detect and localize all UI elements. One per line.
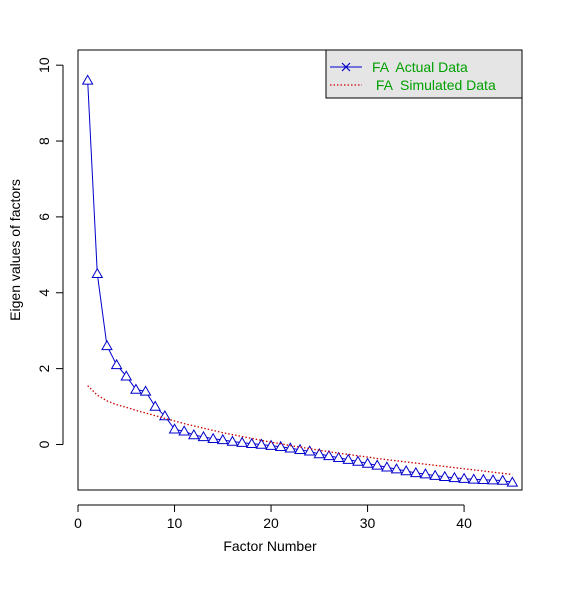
- data-point: [187, 428, 200, 440]
- data-point: [342, 453, 355, 464]
- data-point: [323, 449, 335, 461]
- data-point: [130, 383, 142, 394]
- data-point: [197, 430, 210, 442]
- data-point: [236, 436, 248, 447]
- data-point: [438, 470, 451, 481]
- data-point: [284, 442, 297, 453]
- legend-actual-cross-icon: [341, 62, 351, 72]
- x-tick-label: 40: [456, 515, 472, 531]
- data-point: [168, 423, 181, 434]
- data-point: [352, 455, 364, 466]
- x-axis-title: Factor Number: [223, 538, 317, 554]
- data-point: [332, 451, 345, 463]
- data-point: [429, 469, 441, 480]
- data-point: [216, 433, 229, 445]
- y-tick-label: 10: [36, 57, 52, 73]
- data-point: [149, 400, 162, 411]
- data-point: [371, 459, 384, 470]
- data-point: [159, 410, 171, 421]
- data-point: [477, 473, 490, 485]
- data-point: [313, 447, 326, 459]
- series-line: [87, 80, 513, 483]
- data-point: [139, 385, 152, 396]
- data-point: [487, 474, 499, 485]
- data-point: [458, 472, 470, 483]
- data-point: [448, 471, 461, 483]
- x-axis: 0 10 20 30 40: [74, 504, 472, 531]
- x-tick-label: 20: [263, 515, 279, 531]
- legend-box: [325, 49, 523, 99]
- plot-frame: [77, 49, 523, 491]
- data-point: [467, 473, 480, 484]
- data-point: [255, 438, 268, 449]
- data-point: [265, 439, 277, 450]
- data-point: [81, 74, 94, 85]
- series-layer: [81, 74, 519, 487]
- legend-actual-label: FA Actual Data: [372, 59, 468, 75]
- y-axis-title: Eigen values of factors: [7, 179, 23, 321]
- data-point: [294, 443, 306, 455]
- y-tick-label: 2: [36, 365, 52, 373]
- y-axis: 0 2 4 6 8 10: [36, 57, 64, 448]
- x-tick-label: 30: [360, 515, 376, 531]
- legend-simulated-label: FA Simulated Data: [372, 77, 496, 93]
- data-point: [207, 432, 219, 444]
- data-point: [419, 468, 432, 479]
- data-point: [91, 267, 104, 279]
- y-tick-label: 0: [36, 440, 52, 448]
- data-point: [390, 463, 403, 474]
- data-point: [400, 465, 413, 476]
- y-tick-label: 4: [36, 289, 52, 297]
- data-point: [506, 476, 519, 487]
- data-point: [245, 437, 258, 448]
- data-point: [303, 445, 316, 456]
- data-point: [381, 461, 393, 472]
- data-point: [120, 370, 133, 381]
- legend: FA Actual Data FA Simulated Data: [325, 49, 523, 99]
- data-point: [110, 358, 123, 370]
- series-line: [87, 385, 513, 476]
- y-tick-label: 8: [36, 137, 52, 145]
- y-tick-label: 6: [36, 213, 52, 221]
- x-tick-label: 0: [74, 515, 82, 531]
- data-point: [409, 466, 422, 478]
- data-point: [496, 474, 509, 485]
- x-tick-label: 10: [167, 515, 183, 531]
- data-point: [361, 457, 374, 468]
- data-point: [178, 425, 191, 436]
- data-point: [226, 435, 239, 446]
- data-point: [274, 440, 287, 452]
- data-point: [101, 339, 113, 351]
